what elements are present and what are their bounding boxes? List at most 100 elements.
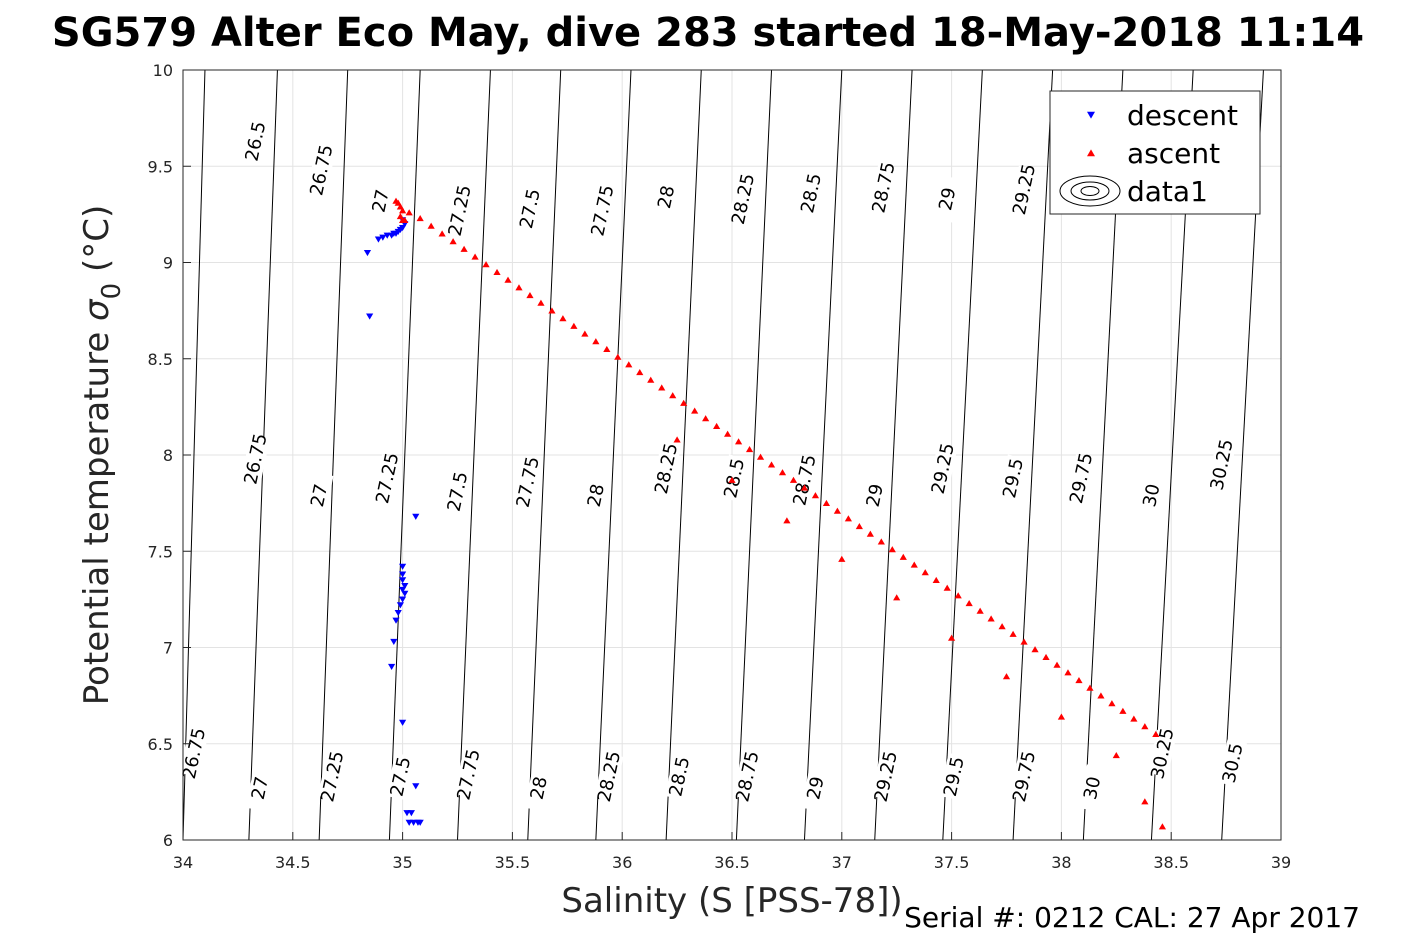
ascent-point (838, 555, 846, 562)
isopycnal-line (803, 70, 843, 840)
isopycnal-label-group: 28.5 (796, 169, 826, 217)
y-tick-label: 6.5 (148, 735, 173, 754)
chart-title: SG579 Alter Eco May, dive 283 started 18… (52, 10, 1364, 56)
isopycnal-label-group: 29 (801, 764, 830, 812)
isopycnal-label: 29 (863, 482, 888, 509)
isopycnal-label-bg (317, 752, 347, 801)
isopycnal-label-bg (1009, 165, 1039, 213)
isopycnal-label-bg (179, 729, 209, 777)
isopycnal-label-bg (515, 185, 545, 233)
ascent-point (401, 216, 409, 224)
isopycnal-label: 28 (527, 775, 552, 802)
x-tick-label: 34 (173, 853, 193, 872)
isopycnal-label-bg (524, 764, 554, 812)
isopycnal-label-group: 28.25 (594, 749, 625, 804)
isopycnal-label: 29.5 (999, 456, 1028, 500)
isopycnal-label: 29.25 (1009, 162, 1040, 217)
ascent-point (537, 299, 545, 306)
isopycnal-label-bg (733, 752, 762, 801)
descent-point (416, 819, 424, 826)
descent-point (401, 583, 409, 590)
ascent-point (948, 634, 956, 641)
isopycnal-label-bg (1218, 739, 1248, 787)
isopycnal-label-group: 28 (651, 173, 681, 221)
isopycnal-label: 28.75 (732, 749, 763, 804)
ascent-point (756, 453, 765, 460)
isopycnal-label-group: 27.5 (386, 752, 415, 801)
isopycnal-label: 27.25 (372, 451, 403, 506)
isopycnal-label-group: 27.75 (453, 747, 484, 802)
x-tick-label: 35 (392, 853, 412, 872)
isopycnal-line (457, 70, 491, 840)
isopycnal-label-bg (245, 764, 275, 812)
descent-point (379, 234, 387, 241)
ascent-point (515, 284, 523, 291)
ascent-point (702, 415, 710, 422)
ascent-point (493, 268, 501, 276)
ascent-point (800, 484, 809, 491)
ascent-point (1097, 692, 1105, 699)
descent-point (401, 590, 409, 597)
isopycnal-label-group: 30.5 (1218, 739, 1248, 787)
ascent-point (1112, 752, 1120, 759)
isopycnal-label-bg (443, 467, 472, 516)
descent-point (399, 719, 407, 726)
ascent-point (1141, 798, 1149, 805)
isopycnal-label-group: 29 (932, 175, 962, 223)
isopycnal-label: 30.5 (1219, 741, 1248, 785)
ascent-point (399, 207, 407, 214)
ascent-point (427, 222, 435, 229)
legend-contour-middle (1070, 181, 1110, 201)
ascent-point (438, 230, 446, 237)
x-axis-label: Salinity (S [PSS-78]) (561, 881, 902, 921)
isopycnal-label-bg (728, 175, 758, 223)
isopycnal-label-bg (445, 186, 475, 235)
ascent-point (559, 315, 567, 322)
ascent-point (669, 392, 677, 399)
isopycnal-label: 26.5 (242, 120, 271, 164)
x-tick-label: 36.5 (714, 853, 750, 872)
ascent-point (844, 515, 852, 522)
x-tick-label: 39 (1271, 853, 1291, 872)
isopycnal-label-bg (304, 471, 334, 520)
isopycnal-label-bg (454, 750, 483, 799)
descent-point (399, 586, 407, 593)
isopycnal-label: 28 (654, 184, 679, 211)
isopycnal-label-bg (241, 117, 270, 165)
isopycnal-label-bg (860, 471, 890, 520)
isopycnal-label-bg (366, 177, 395, 225)
ascent-point (943, 584, 951, 591)
isopycnal-label: 26.75 (306, 143, 337, 198)
isopycnal-label-bg (998, 454, 1028, 502)
isopycnal-label: 26.75 (240, 432, 271, 487)
y-tick-label: 8 (163, 446, 173, 465)
y-tick-label: 10 (153, 61, 173, 80)
ascent-point (548, 307, 556, 314)
ascent-point (866, 530, 874, 537)
isopycnal-line (388, 70, 421, 840)
ascent-point (449, 238, 457, 245)
isopycnal-label-bg (1077, 764, 1107, 812)
isopycnal-label-bg (939, 752, 969, 801)
descent-point (394, 609, 402, 617)
ascent-point (636, 368, 644, 376)
ascent-point (482, 261, 490, 268)
isopycnal-label-group: 26.5 (241, 117, 271, 165)
legend-label-ascent: ascent (1127, 137, 1220, 170)
y-axis-label-unit: (°C) (77, 205, 117, 272)
ascent-point (680, 399, 688, 406)
ascent-point (833, 507, 842, 514)
isopycnal-label: 28.75 (868, 160, 899, 215)
y-tick-label: 9.5 (148, 157, 173, 176)
ascent-point (728, 476, 736, 483)
isopycnal-label-bg (1207, 441, 1237, 489)
ascent-point (460, 245, 468, 252)
isopycnal-label-group: 30 (1137, 471, 1166, 520)
descent-point (399, 577, 407, 584)
ascent-point (471, 253, 479, 260)
ascent-point (888, 546, 896, 553)
isopycnal-label-group: 29.25 (928, 441, 959, 496)
ascent-point (1031, 646, 1039, 653)
isopycnal-label-group: 26.75 (179, 726, 210, 781)
ascent-point (603, 345, 611, 353)
